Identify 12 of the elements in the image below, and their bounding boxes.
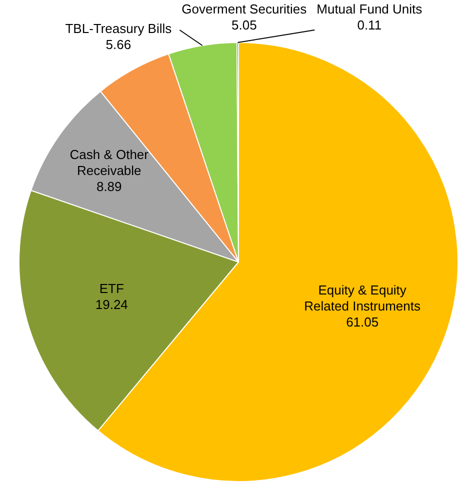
data-label: 0.11 <box>357 18 382 33</box>
slice-label: Mutual Fund Units <box>316 2 423 17</box>
slice-label: TBL-Treasury Bills <box>65 20 172 36</box>
slice-label: ETF <box>99 280 124 296</box>
slice-label: Equity & Equity Related Instruments <box>304 282 422 314</box>
data-label: 8.89 <box>96 178 122 194</box>
data-label: 19.24 <box>95 296 128 312</box>
data-label: 5.05 <box>231 18 257 33</box>
slice-label: Cash & Other Receivable <box>70 146 150 178</box>
data-label: 5.66 <box>106 36 132 52</box>
data-label: 61.05 <box>346 314 379 330</box>
slice-label: Goverment Securities <box>182 2 308 17</box>
